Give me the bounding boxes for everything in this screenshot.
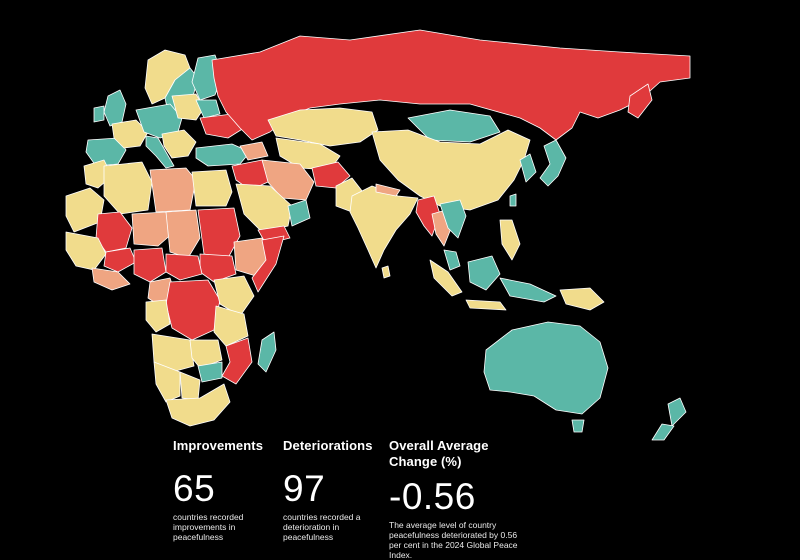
region-saudi-arabia <box>235 183 293 233</box>
region-botswana <box>179 371 201 401</box>
stat-deteriorations-value: 97 <box>283 468 326 509</box>
region-india <box>349 185 419 269</box>
region-oman <box>287 199 311 227</box>
stat-deteriorations-description: countries recorded a deterioration in pe… <box>283 512 361 542</box>
region-italy <box>145 135 175 169</box>
region-uk <box>103 89 127 127</box>
region-libya <box>149 167 197 213</box>
region-niger <box>131 211 175 247</box>
region-france <box>111 119 149 149</box>
region-papua <box>559 287 605 311</box>
region-madagascar <box>257 331 277 373</box>
region-burkina <box>103 247 137 273</box>
region-indonesia-east <box>499 277 557 303</box>
region-new-zealand-south <box>651 423 675 441</box>
region-drc <box>165 279 221 341</box>
region-afghanistan <box>311 161 351 189</box>
region-sri-lanka <box>381 265 391 279</box>
region-ireland <box>93 105 105 123</box>
region-vietnam-laos <box>439 199 467 239</box>
region-chad <box>165 209 201 259</box>
region-java <box>465 299 507 311</box>
region-philippines <box>499 219 521 261</box>
region-uganda-kenya <box>213 275 255 317</box>
region-new-zealand-north <box>667 397 687 427</box>
stat-average-title: Overall Average Change (%) <box>389 438 489 469</box>
stat-average-change: Overall Average Change (%) -0.56 The ave… <box>389 438 529 560</box>
region-balkans <box>161 129 197 159</box>
region-sudan <box>197 207 241 259</box>
region-taiwan <box>509 193 517 207</box>
stat-average-value: -0.56 <box>389 476 476 517</box>
stat-improvements: Improvements 65 countries recorded impro… <box>173 438 273 542</box>
region-tanzania <box>213 305 249 347</box>
region-somalia <box>251 235 285 293</box>
region-malaysia <box>443 249 461 271</box>
region-japan <box>539 139 567 187</box>
region-indonesia-sumatra <box>429 259 463 297</box>
region-mozambique <box>221 337 253 385</box>
region-nepal <box>375 183 401 197</box>
stat-improvements-description: countries recorded improvements in peace… <box>173 512 244 542</box>
stat-improvements-value: 65 <box>173 468 216 509</box>
region-car <box>165 253 203 281</box>
region-angola <box>151 333 195 373</box>
region-algeria <box>103 161 153 215</box>
stat-deteriorations: Deteriorations 97 countries recorded a d… <box>283 438 383 542</box>
region-nigeria <box>133 247 167 283</box>
region-china <box>371 129 531 211</box>
region-borneo <box>467 255 501 291</box>
region-congo-gabon <box>145 299 171 333</box>
stat-average-description: The average level of country peacefulnes… <box>389 520 518 560</box>
region-australia <box>483 321 609 415</box>
stat-deteriorations-title: Deteriorations <box>283 438 373 453</box>
region-south-africa <box>165 383 231 427</box>
region-kamchatka <box>627 83 653 119</box>
stat-improvements-title: Improvements <box>173 438 264 453</box>
region-tasmania <box>571 419 585 433</box>
region-namibia <box>153 361 181 403</box>
region-caucasus <box>239 141 269 161</box>
region-egypt <box>191 169 233 207</box>
region-korea <box>519 153 537 183</box>
region-belarus <box>195 99 221 119</box>
region-russia <box>211 29 691 141</box>
region-kazakhstan <box>267 107 379 147</box>
region-coast-gulf <box>91 267 131 291</box>
region-zimbabwe <box>197 361 223 383</box>
